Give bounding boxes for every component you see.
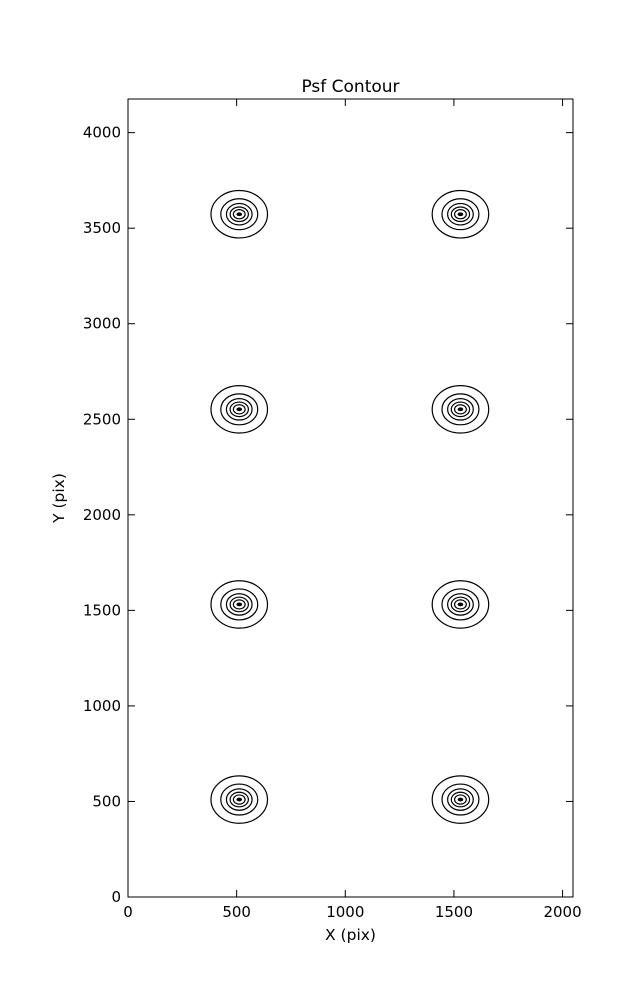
contour-ring [232,404,246,415]
contour-ring [447,398,474,421]
contour-ring [220,393,259,426]
contour-ring [441,588,480,621]
contour-ring [450,791,471,808]
contour-ring [450,206,471,223]
y-tick-label: 2500 [83,410,121,428]
contour-ring [453,404,467,415]
contour-ring [431,775,490,824]
contour-ring [453,209,467,220]
contour-ring [225,398,253,421]
contour-core [236,797,243,802]
contour-ring [453,599,467,610]
contour-ring [229,401,249,418]
contour-core [236,407,243,412]
plot-frame [127,98,574,898]
contour-ring [441,783,480,816]
contour-ring [220,588,259,621]
contour-core [457,797,464,802]
y-axis-label: Y (pix) [50,473,68,524]
y-tick-label: 1000 [83,697,121,715]
x-tick-label: 0 [123,903,133,921]
psf-contour-blob [431,775,490,824]
contour-ring [447,788,474,811]
y-tick-label: 3000 [83,315,121,333]
contour-ring [210,775,269,824]
contour-ring [229,206,249,223]
psf-contour-blob [210,775,269,824]
contour-core [457,602,464,607]
x-tick-label: 500 [222,903,251,921]
contour-ring [210,385,269,434]
contour-ring [220,783,259,816]
y-tick-label: 4000 [83,124,121,142]
y-tick-label: 0 [111,888,121,906]
psf-contour-blob [210,189,269,239]
y-tick-label: 500 [92,792,121,810]
contour-ring [450,596,471,613]
chart-title: Psf Contour [301,77,399,97]
y-tick-label: 2000 [83,506,121,524]
contour-ring [225,593,253,616]
contour-core [457,212,464,217]
contour-ring [431,385,490,434]
x-axis-label: X (pix) [325,926,376,944]
contour-ring [453,794,467,805]
x-tick-label: 1500 [435,903,473,921]
y-tick-label: 1500 [83,601,121,619]
contour-ring [450,401,471,418]
contour-ring [220,198,259,231]
contour-core [457,407,464,412]
contour-ring [210,189,269,239]
contour-ring [447,593,474,616]
contour-ring [229,791,249,808]
psf-contour-blob [431,580,490,629]
contour-blobs [210,189,490,824]
psf-contour-blob [431,385,490,434]
y-tick-label: 3500 [83,219,121,237]
psf-contour-blob [431,189,490,239]
psf-contour-blob [210,580,269,629]
contour-ring [229,596,249,613]
contour-ring [225,202,253,226]
x-tick-label: 1000 [326,903,364,921]
contour-ring [232,209,246,220]
contour-ring [225,788,253,811]
contour-ring [431,580,490,629]
contour-core [236,212,243,217]
contour-ring [441,198,480,231]
contour-ring [232,794,246,805]
axis-ticks: 0 500 1000 1500 2000 0 500 1000 1500 2000 2500 3000… [83,99,582,921]
contour-ring [447,202,474,226]
contour-ring [210,580,269,629]
psf-contour-blob [210,385,269,434]
contour-ring [431,189,490,239]
contour-core [236,602,243,607]
contour-ring [441,393,480,426]
contour-ring [232,599,246,610]
x-tick-label: 2000 [543,903,581,921]
